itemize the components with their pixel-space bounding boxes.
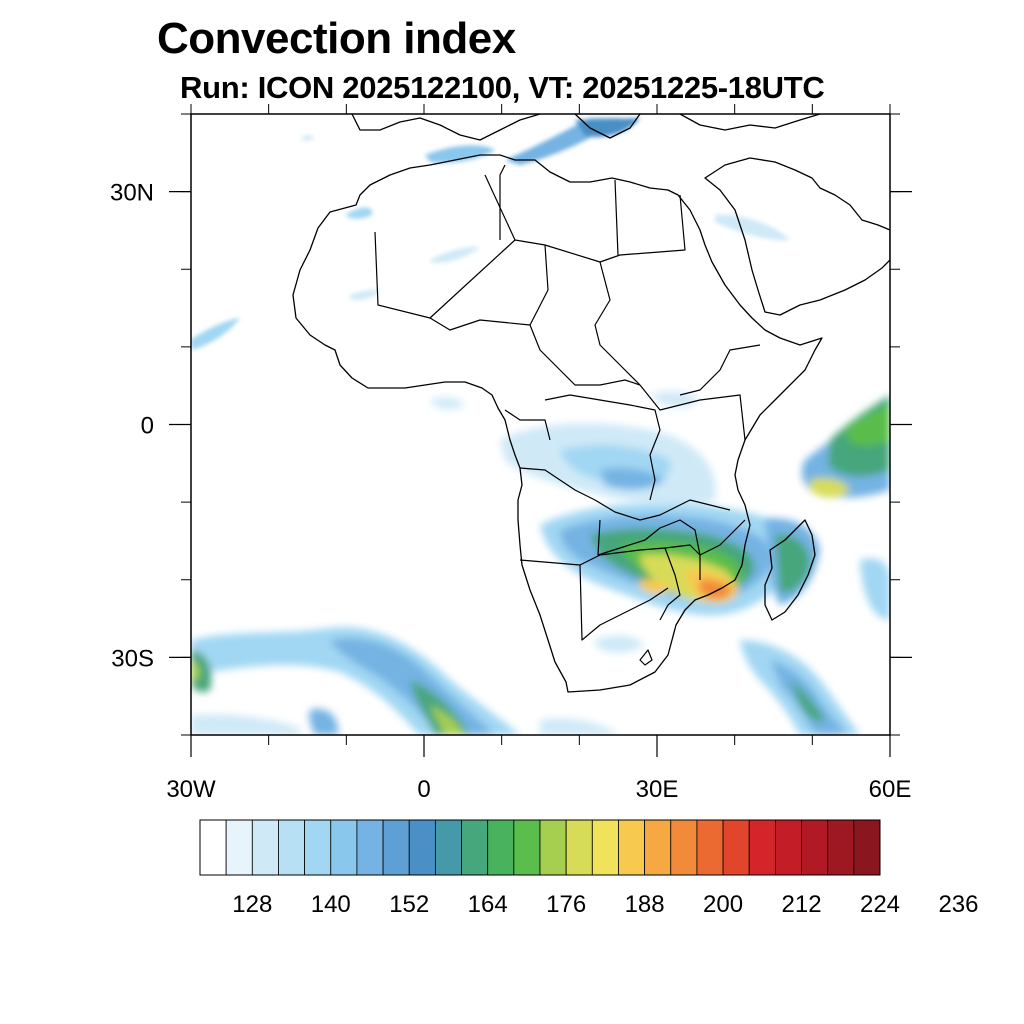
colorbar-swatch [722,819,750,876]
colorbar-swatch [827,819,855,876]
shading-mediterranean [300,118,640,219]
x-tick-label: 30E [636,776,679,803]
colorbar-label: 152 [389,891,429,918]
colorbar-swatch [565,819,593,876]
y-tick-label: 30N [110,180,154,207]
colorbar-label: 236 [938,891,978,918]
southern-europe [351,114,821,141]
madagascar [764,519,816,621]
colorbar-swatch [304,819,332,876]
africa-coastline [292,154,823,693]
colorbar-swatch [618,819,646,876]
colorbar-swatch [461,819,489,876]
shading-southern-africa [540,503,800,653]
y-axis: 30N 0 30S [110,113,912,736]
colorbar-swatch [853,819,881,876]
x-axis: 30W 0 30E 60E [166,104,911,803]
colorbar-label: 140 [311,891,351,918]
colorbar-swatch [539,819,567,876]
convection-shading [191,118,890,735]
colorbar-label: 176 [546,891,586,918]
colorbar-frame [199,819,881,876]
colorbar-swatch [644,819,672,876]
colorbar-label: 200 [703,891,743,918]
colorbar-swatch [278,819,306,876]
colorbar-swatch [330,819,358,876]
colorbar-swatch [591,819,619,876]
colorbar-swatch [251,819,279,876]
colorbar-swatch [696,819,724,876]
map-outlines [292,114,890,693]
shading-south-atlantic [191,627,620,735]
colorbar-label: 128 [232,891,272,918]
map-subtitle: Run: ICON 2025122100, VT: 20251225-18UTC [180,70,825,105]
colorbar-swatch [801,819,829,876]
x-tick-label: 30W [166,776,216,803]
colorbar-swatch [199,819,227,876]
colorbar-label: 188 [625,891,665,918]
colorbar-label: 164 [468,891,508,918]
x-tick-label: 0 [417,776,430,803]
colorbar-swatch [382,819,410,876]
colorbar-label: 212 [782,891,822,918]
colorbar-swatch [225,819,253,876]
y-tick-label: 0 [141,413,154,440]
arabian-peninsula [704,157,890,316]
colorbar-swatch [513,819,541,876]
colorbar-swatch [434,819,462,876]
country-borders [374,164,761,666]
shading-indian-ocean [765,395,890,620]
x-tick-label: 60E [869,776,912,803]
colorbar-swatch [487,819,515,876]
colorbar-label: 224 [860,891,900,918]
shading-sw-indian-ocean [740,640,860,735]
map-title: Convection index [157,14,516,63]
y-tick-label: 30S [111,645,154,672]
colorbar-swatch [356,819,384,876]
colorbar-swatch [408,819,436,876]
shading-north-africa [191,214,790,350]
colorbar-swatch [748,819,776,876]
colorbar-swatch [774,819,802,876]
colorbar-swatch [670,819,698,876]
colorbar: 128 140 152 164 176 188 200 212 224 236 [199,819,978,918]
